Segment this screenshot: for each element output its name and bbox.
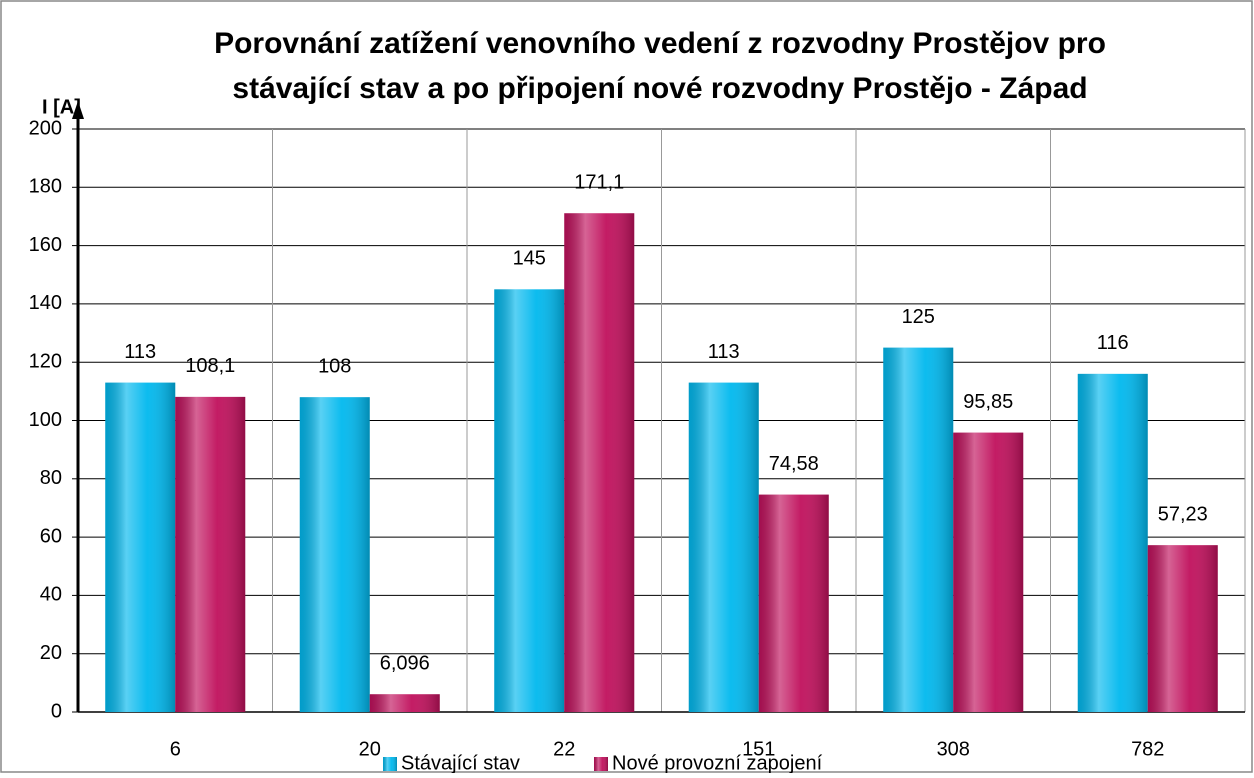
bar-shine	[564, 213, 635, 712]
bar-shine	[758, 494, 829, 712]
bar-shine	[494, 289, 565, 712]
data-label: 108	[318, 355, 351, 377]
bar-shine	[883, 347, 954, 712]
chart-title: Porovnání zatížení venovního vedení z ro…	[214, 27, 1106, 60]
x-tick-label: 22	[553, 738, 575, 760]
data-label: 145	[513, 248, 546, 270]
data-label: 113	[124, 341, 156, 363]
bar-shine	[1147, 545, 1218, 712]
bar-shine	[299, 397, 370, 712]
bar-shine	[688, 382, 759, 712]
data-label: 116	[1097, 332, 1129, 354]
legend-swatch-shine	[594, 757, 608, 771]
y-tick-label: 140	[29, 292, 62, 314]
y-tick-label: 180	[29, 176, 62, 198]
x-tick-label: 20	[359, 738, 381, 760]
legend-label: Stávající stav	[401, 752, 520, 773]
y-tick-label: 160	[29, 234, 62, 256]
data-label: 6,096	[380, 653, 430, 675]
data-label: 171,1	[574, 172, 624, 194]
bar-shine	[175, 396, 246, 712]
data-label: 108,1	[185, 355, 235, 377]
data-label: 74,58	[769, 453, 819, 475]
y-axis-arrow	[72, 101, 84, 119]
bar-shine	[1077, 373, 1148, 712]
x-tick-label: 308	[937, 738, 970, 760]
x-tick-label: 6	[170, 738, 181, 760]
data-label: 57,23	[1158, 503, 1208, 525]
y-axis-label: I [A]	[42, 96, 81, 118]
data-label: 125	[902, 306, 935, 328]
bar-shine	[369, 694, 440, 712]
y-tick-label: 60	[40, 525, 62, 547]
bar-shine	[105, 382, 176, 712]
y-tick-label: 40	[40, 584, 62, 606]
y-tick-label: 200	[29, 117, 62, 139]
x-tick-label: 782	[1131, 738, 1164, 760]
y-tick-label: 80	[40, 467, 62, 489]
y-tick-label: 120	[29, 350, 62, 372]
data-label: 95,85	[963, 391, 1013, 413]
data-label: 113	[708, 341, 740, 363]
bar-shine	[953, 432, 1024, 712]
legend-label: Nové provozní zapojení	[612, 752, 823, 773]
y-tick-label: 20	[40, 642, 62, 664]
chart-title: stávající stav a po připojení nové rozvo…	[232, 72, 1087, 105]
legend-swatch-shine	[383, 757, 397, 771]
y-tick-label: 100	[29, 409, 62, 431]
x-tick-label: 151	[742, 738, 775, 760]
y-tick-label: 0	[51, 700, 62, 722]
